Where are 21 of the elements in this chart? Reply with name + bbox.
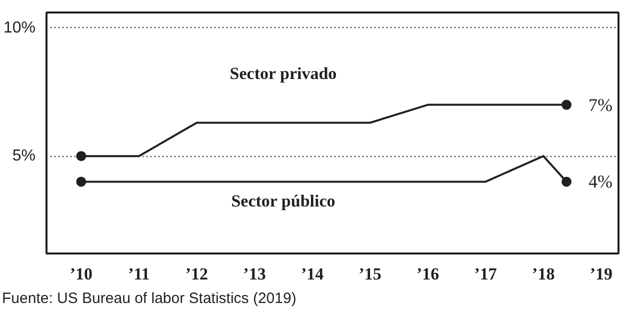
x-tick-label: ’17 bbox=[474, 264, 498, 284]
source-note: Fuente: US Bureau of labor Statistics (2019) bbox=[2, 289, 296, 309]
x-tick-label: ’12 bbox=[185, 264, 208, 284]
point bbox=[562, 176, 572, 187]
point bbox=[76, 151, 86, 162]
x-tick-label: ’18 bbox=[532, 264, 555, 284]
x-tick-label: ’13 bbox=[243, 264, 266, 284]
y-tick-label: 5% bbox=[12, 148, 36, 165]
x-tick-label: ’19 bbox=[590, 264, 613, 284]
text: Sector privado bbox=[230, 64, 337, 83]
point bbox=[76, 176, 86, 187]
data-label: 7% bbox=[588, 94, 612, 115]
x-tick-label: ’14 bbox=[300, 264, 324, 284]
x-tick-label: ’15 bbox=[358, 264, 382, 284]
x-tick-label: ’11 bbox=[128, 264, 150, 284]
x-tick-label: ’10 bbox=[70, 264, 93, 284]
x-tick-label: ’16 bbox=[416, 264, 440, 284]
point bbox=[562, 100, 572, 110]
series-label: Sector público bbox=[231, 192, 336, 211]
y-tick-label: 10% bbox=[3, 19, 36, 36]
data-label: 4% bbox=[588, 172, 612, 192]
